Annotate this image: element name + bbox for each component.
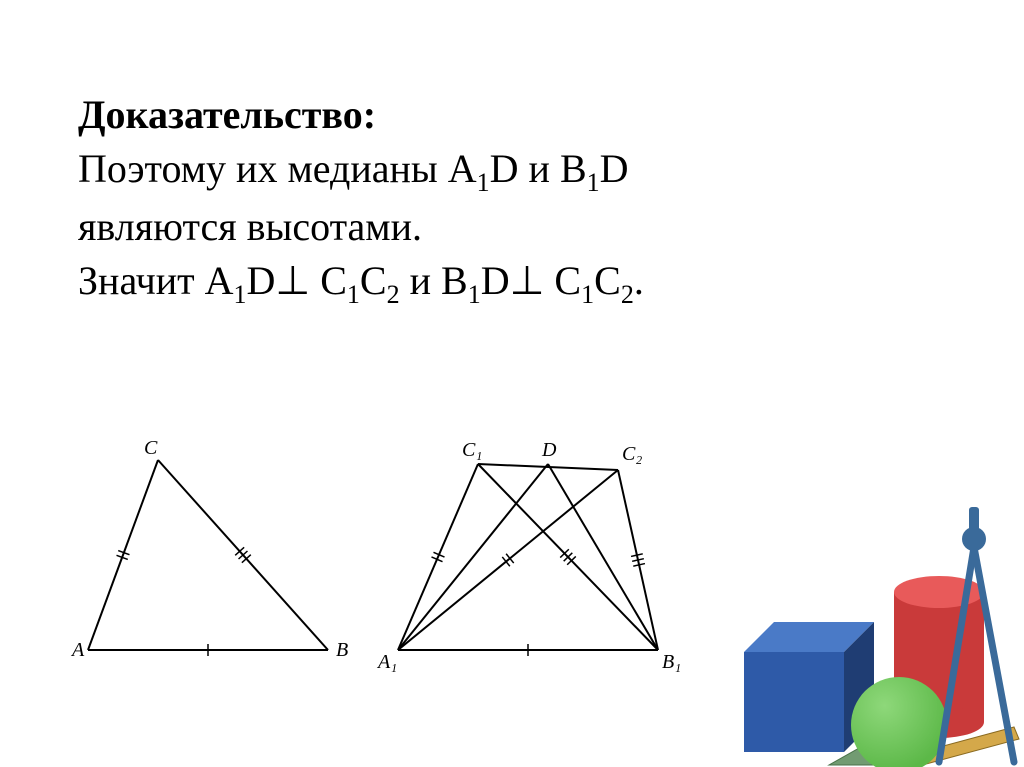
- t: С: [594, 258, 621, 303]
- t: .: [634, 258, 644, 303]
- line-3: являются высотами.: [78, 200, 948, 254]
- sub: 1: [347, 280, 360, 309]
- line-4: Значит А1D⊥ С1С2 и В1D⊥ С1С2.: [78, 254, 948, 312]
- sub: 1: [477, 168, 490, 197]
- sub: 2: [621, 280, 634, 309]
- t: D и В: [490, 146, 587, 191]
- svg-text:C₁: C₁: [462, 440, 482, 461]
- svg-text:C₂: C₂: [622, 443, 642, 465]
- t: D: [600, 146, 629, 191]
- sub: 1: [581, 280, 594, 309]
- sub: 1: [587, 168, 600, 197]
- proof-text: Доказательство: Поэтому их медианы А1D и…: [78, 88, 948, 312]
- svg-text:C: C: [144, 440, 158, 459]
- t: Поэтому их медианы А: [78, 146, 477, 191]
- heading: Доказательство:: [78, 88, 948, 142]
- svg-text:A: A: [70, 639, 85, 661]
- t: С: [360, 258, 387, 303]
- geometry-diagrams: A B C A₁ B₁ C₁ D C₂: [68, 440, 688, 680]
- svg-text:A₁: A₁: [376, 651, 397, 673]
- sub: 1: [468, 280, 481, 309]
- svg-text:D: D: [541, 440, 557, 461]
- line-2: Поэтому их медианы А1D и В1D: [78, 142, 948, 200]
- t: D⊥ С: [481, 258, 581, 303]
- decorative-shapes: [684, 487, 1024, 767]
- slide: Доказательство: Поэтому их медианы А1D и…: [0, 0, 1024, 767]
- t: и В: [400, 258, 468, 303]
- sub: 1: [234, 280, 247, 309]
- svg-text:B: B: [336, 639, 348, 661]
- svg-text:B₁: B₁: [662, 651, 681, 673]
- t: D⊥ С: [247, 258, 347, 303]
- t: Значит А: [78, 258, 234, 303]
- sub: 2: [387, 280, 400, 309]
